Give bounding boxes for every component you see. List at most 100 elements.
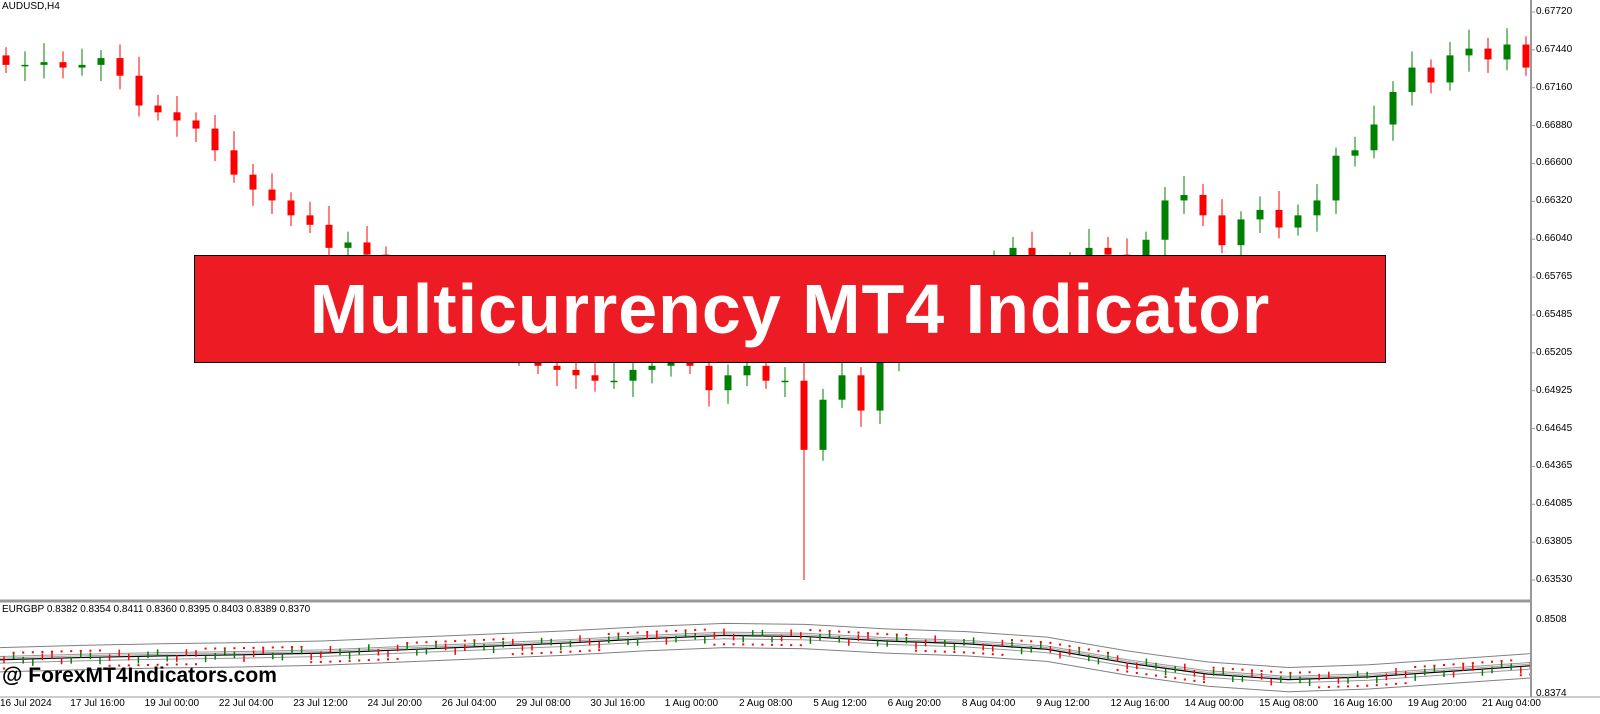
indicator-dot (1347, 685, 1349, 688)
candle (610, 361, 618, 389)
indicator-dot (319, 660, 322, 663)
indicator-axis-bottom: 0.8374 (1536, 688, 1567, 699)
indicator-dot (243, 647, 245, 650)
indicator-dot (22, 651, 25, 654)
indicator-dot (723, 643, 725, 646)
indicator-dot (1260, 670, 1263, 673)
time-axis-label: 24 Jul 20:00 (367, 698, 423, 709)
time-axis-label: 14 Aug 00:00 (1184, 698, 1244, 709)
indicator-dot (895, 633, 898, 636)
indicator-dot (195, 663, 197, 666)
indicator-dot (819, 629, 821, 632)
price-axis-label: 0.66600 (1536, 157, 1573, 169)
indicator-dot (915, 649, 917, 652)
time-axis-label: 16 Aug 16:00 (1333, 698, 1393, 709)
candle-body (724, 375, 732, 391)
indicator-dot (607, 633, 610, 636)
indicator-dot (694, 629, 697, 632)
candle (857, 367, 865, 427)
candle-body (268, 189, 276, 201)
indicator-dot (1356, 685, 1359, 688)
watermark: @ ForexMT4Indicators.com (2, 664, 277, 687)
time-axis-label: 12 Aug 16:00 (1110, 698, 1170, 709)
indicator-dot (281, 646, 284, 649)
indicator-dot (377, 658, 380, 661)
indicator-dot (1116, 668, 1119, 671)
indicator-dot (1155, 674, 1157, 677)
candle (116, 44, 124, 90)
indicator-dot (1423, 665, 1426, 668)
price-axis-label: 0.67720 (1536, 6, 1573, 17)
indicator-dot (127, 664, 130, 667)
price-axis-label: 0.63530 (1536, 574, 1573, 586)
time-axis-label: 29 Jul 08:00 (516, 698, 571, 709)
indicator-dot (963, 651, 965, 654)
candle (1427, 59, 1435, 94)
candle-body (857, 375, 865, 411)
time-axis-label: 8 Aug 04:00 (961, 698, 1016, 709)
indicator-dot (1126, 670, 1129, 673)
indicator-dot (761, 643, 764, 646)
indicator-dot (1174, 677, 1177, 680)
candle-body (819, 399, 827, 450)
indicator-dot (406, 642, 409, 645)
candle (781, 367, 789, 397)
indicator-dot (1135, 671, 1138, 674)
price-axis-label: 0.67440 (1536, 43, 1573, 55)
candle (1446, 41, 1454, 91)
indicator-dot (1001, 653, 1004, 656)
indicator-dot (473, 639, 476, 642)
banner-text: Multicurrency MT4 Indicator (309, 270, 1271, 348)
indicator-dot (1510, 659, 1513, 662)
indicator-dot (924, 650, 927, 653)
indicator-dot (79, 649, 82, 652)
indicator-dot (982, 652, 985, 655)
indicator-dot (1039, 641, 1042, 644)
candle (629, 359, 637, 397)
price-axis-label: 0.66880 (1536, 119, 1573, 131)
candle-body (344, 242, 352, 248)
indicator-dot (579, 650, 581, 653)
indicator-dot (1366, 684, 1369, 687)
indicator-dot (291, 646, 293, 649)
candle-body (591, 375, 599, 381)
indicator-dot (1375, 684, 1378, 687)
candle (2, 47, 10, 74)
time-axis-label: 15 Aug 08:00 (1259, 698, 1319, 709)
indicator-dot (435, 640, 437, 643)
candle (1522, 36, 1530, 76)
candle-body (325, 224, 333, 248)
candle-body (2, 55, 10, 65)
indicator-dot (876, 632, 879, 635)
indicator-dot (99, 649, 101, 652)
indicator-dot (271, 646, 274, 649)
candle-body (1503, 44, 1511, 60)
candle (1370, 105, 1378, 159)
candle (1313, 184, 1321, 232)
indicator-subwindow (0, 622, 1532, 693)
indicator-dot (425, 641, 428, 644)
candle-body (40, 62, 48, 65)
time-axis-label: 21 Aug 04:00 (1482, 698, 1541, 709)
indicator-dot (1385, 683, 1388, 686)
time-axis-label: 26 Jul 04:00 (441, 698, 497, 709)
indicator-dot (1212, 666, 1215, 669)
indicator-dot (1020, 639, 1023, 642)
candle (1161, 186, 1169, 257)
candle-body (1180, 195, 1188, 201)
indicator-dot (943, 650, 946, 653)
time-axis-label: 30 Jul 16:00 (590, 698, 645, 709)
candle (211, 115, 219, 162)
indicator-dot (713, 643, 716, 646)
indicator-dot (118, 664, 121, 667)
indicator-dot (771, 643, 773, 646)
indicator-dot (1164, 675, 1167, 678)
candle-body (1294, 215, 1302, 228)
indicator-dot (492, 638, 495, 641)
indicator-dot (905, 633, 908, 636)
indicator-dot (598, 649, 601, 652)
indicator-dot (521, 652, 524, 655)
candle-body (762, 365, 770, 381)
indicator-dot (396, 657, 399, 660)
indicator-dot (387, 658, 389, 661)
